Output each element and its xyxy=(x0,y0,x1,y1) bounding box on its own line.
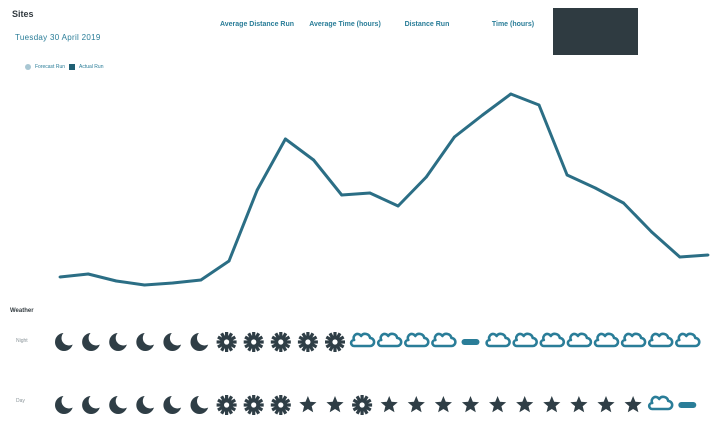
data-point xyxy=(453,135,456,139)
data-point xyxy=(537,103,541,107)
cloud-icon xyxy=(620,332,647,348)
sun-icon xyxy=(270,395,291,415)
cloud-icon xyxy=(647,332,674,348)
data-point xyxy=(650,230,654,234)
star-icon xyxy=(543,396,561,413)
data-point xyxy=(283,137,287,141)
line-chart xyxy=(58,92,710,287)
sun-icon xyxy=(216,395,237,415)
star-icon xyxy=(489,396,507,413)
cloud-icon xyxy=(593,332,620,348)
data-point xyxy=(58,275,62,279)
sun-icon xyxy=(270,332,291,352)
rain-icon xyxy=(461,339,480,345)
moon-icon xyxy=(82,330,104,351)
moon-icon xyxy=(82,393,104,414)
data-point xyxy=(593,186,597,190)
data-point xyxy=(86,272,90,276)
data-point xyxy=(368,191,372,195)
page-title: Sites xyxy=(12,9,34,19)
star-icon xyxy=(461,396,480,413)
data-point xyxy=(227,259,231,263)
star-icon xyxy=(624,396,642,413)
star-icon xyxy=(516,396,534,413)
legend-swatch-actual xyxy=(69,64,76,70)
cloud-icon xyxy=(404,332,430,348)
data-point xyxy=(312,158,315,162)
data-point xyxy=(171,281,175,285)
cloud-icon xyxy=(349,332,376,348)
data-point xyxy=(481,113,485,117)
metric-average-distance-run[interactable]: Average Distance Run xyxy=(219,21,295,28)
series-line-0 xyxy=(59,92,709,287)
data-point xyxy=(509,92,513,96)
data-point xyxy=(199,278,203,282)
cloud-icon xyxy=(512,332,538,348)
cloud-icon xyxy=(376,332,403,348)
metric-active-tile[interactable] xyxy=(553,8,638,55)
weather-row-label-day: Day xyxy=(16,398,25,404)
sun-icon xyxy=(243,332,264,352)
star-icon xyxy=(299,396,317,413)
chart-legend: Forecast Run Actual Run xyxy=(25,64,103,70)
moon-icon xyxy=(163,393,185,414)
data-point xyxy=(424,175,428,179)
data-point xyxy=(565,173,569,177)
metric-time-hours[interactable]: Time (hours) xyxy=(491,21,535,28)
data-point xyxy=(255,188,259,192)
cloud-icon xyxy=(647,395,674,411)
sun-icon xyxy=(352,395,373,415)
cloud-icon xyxy=(675,332,701,348)
data-point xyxy=(678,255,682,259)
cloud-icon xyxy=(431,332,457,348)
cloud-icon xyxy=(485,332,511,348)
weather-section-label: Weather xyxy=(10,308,34,314)
metric-average-time[interactable]: Average Time (hours) xyxy=(309,21,381,28)
sun-icon xyxy=(243,395,264,415)
rain-icon xyxy=(678,402,697,408)
moon-icon xyxy=(190,393,212,414)
weather-icon-grid xyxy=(55,330,701,415)
sun-icon xyxy=(297,332,318,352)
star-icon xyxy=(570,396,588,413)
moon-icon xyxy=(136,393,158,414)
moon-icon xyxy=(55,393,77,414)
moon-icon xyxy=(136,330,158,351)
moon-icon xyxy=(109,393,131,414)
sun-icon xyxy=(216,332,237,352)
moon-icon xyxy=(190,330,212,351)
star-icon xyxy=(407,396,425,413)
legend-label-actual: Actual Run xyxy=(79,64,104,70)
moon-icon xyxy=(55,330,77,351)
legend-swatch-forecast xyxy=(25,64,31,70)
data-point xyxy=(143,283,146,287)
moon-icon xyxy=(109,330,131,351)
data-point xyxy=(340,193,344,197)
data-point xyxy=(706,253,710,257)
legend-label-forecast: Forecast Run xyxy=(35,64,66,70)
data-point xyxy=(622,201,625,205)
data-point xyxy=(396,204,400,208)
moon-icon xyxy=(163,330,185,351)
weather-row-label-night: Night xyxy=(16,338,28,344)
cloud-icon xyxy=(539,332,566,348)
star-icon xyxy=(597,396,615,413)
cloud-icon xyxy=(566,332,593,348)
star-icon xyxy=(380,396,398,413)
data-point xyxy=(114,279,118,283)
date-subtitle: Tuesday 30 April 2019 xyxy=(15,33,101,42)
metric-distance-run[interactable]: Distance Run xyxy=(404,21,450,28)
star-icon xyxy=(434,396,452,413)
sun-icon xyxy=(325,332,345,352)
star-icon xyxy=(326,396,344,413)
